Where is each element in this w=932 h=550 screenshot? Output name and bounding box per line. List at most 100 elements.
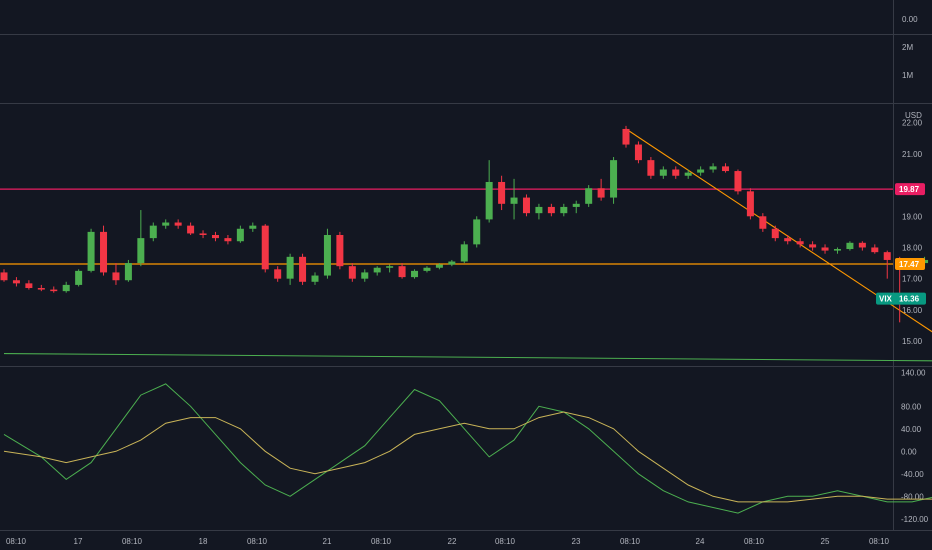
candle-body — [722, 166, 730, 172]
candle-body — [771, 228, 779, 239]
candle-body — [684, 172, 692, 176]
candle-body — [858, 242, 866, 248]
candle-body — [75, 270, 83, 285]
candle-body — [137, 238, 145, 264]
time-axis-label: 23 — [572, 537, 581, 546]
candle-body — [460, 244, 468, 262]
candle-body — [299, 256, 307, 282]
candle-body — [87, 231, 95, 271]
volume-tick-label: 2M — [902, 43, 913, 52]
price-axis-ticks: 15.00 16.00 17.00 18.00 19.00 21.00 22.00 — [902, 119, 923, 346]
candle-body — [746, 191, 754, 217]
candle-body — [50, 289, 58, 292]
candle-body — [398, 266, 406, 278]
last-price-tag — [876, 292, 926, 305]
candle-body — [373, 267, 381, 273]
candle-body — [174, 222, 182, 226]
time-axis-label: 08:10 — [6, 537, 27, 546]
oscillator-lines — [3, 383, 932, 514]
candle-body — [124, 263, 132, 281]
time-axis-label: 22 — [448, 537, 457, 546]
candle-body — [423, 267, 431, 271]
candle-body — [199, 233, 207, 235]
price-pane: USD 15.0016.0017.0018.0019.0021.0022.00 … — [0, 111, 932, 363]
time-axis-label: 08:10 — [495, 537, 516, 546]
candle-body — [572, 203, 580, 207]
candle-body — [610, 160, 618, 198]
time-axis-label: 08:10 — [869, 537, 890, 546]
oscillator-pane: 140.00 80.00 40.00 0.00 -40.00 -80.00 -120.00 — [3, 369, 932, 524]
oscillator-tick-label: 80.00 — [901, 402, 922, 411]
time-axis-label: 25 — [821, 537, 830, 546]
candle-body — [522, 197, 530, 214]
candle-body — [659, 169, 667, 176]
price-tags: 19.87 17.47 VIX 16.36 — [876, 183, 926, 305]
candle-body — [274, 269, 282, 279]
price-tick-label: 16.00 — [902, 306, 923, 315]
price-tick-label: 22.00 — [902, 119, 923, 128]
oscillator-tick-label: -80.00 — [901, 492, 924, 501]
candle-body — [697, 169, 705, 173]
time-axis-label: 08:10 — [122, 537, 143, 546]
time-axis-label: 08:10 — [371, 537, 392, 546]
candle-body — [473, 219, 481, 245]
oscillator-tick-label: 40.00 — [901, 425, 922, 434]
last-price-symbol: VIX — [879, 295, 893, 304]
candle-body — [162, 222, 170, 226]
candle-body — [37, 288, 45, 290]
candle-body — [734, 171, 742, 192]
candle-body — [261, 225, 269, 270]
time-axis-label: 21 — [323, 537, 332, 546]
candle-body — [435, 264, 443, 268]
candle-body — [249, 225, 257, 229]
candle-body — [547, 206, 555, 214]
candle-body — [821, 247, 829, 251]
candle-body — [323, 235, 331, 276]
oscillator-tick-label: 140.00 — [901, 369, 926, 378]
price-tick-label: 19.00 — [902, 212, 923, 221]
volume-tick-label: 0.00 — [902, 15, 918, 24]
time-axis: 08:10 17 08:10 18 08:10 21 08:10 22 08:10 23 08:10… — [6, 537, 890, 546]
candle-body — [535, 206, 543, 214]
volume-pane: 0.00 1M 2M — [902, 15, 918, 80]
candle-body — [510, 197, 518, 204]
candle-body — [560, 206, 568, 214]
candle-body — [846, 242, 854, 250]
candle-body — [784, 238, 792, 242]
price-tick-label: 17.00 — [902, 275, 923, 284]
candle-body — [25, 283, 33, 289]
candle-body — [224, 238, 232, 242]
candle-body — [12, 280, 20, 284]
price-tick-label: 21.00 — [902, 150, 923, 159]
last-price-value: 16.36 — [899, 295, 920, 304]
candle-body — [0, 272, 8, 281]
candle-body — [809, 244, 817, 248]
horizontal-line-tag — [895, 258, 925, 271]
oscillator-tick-label: 0.00 — [901, 447, 917, 456]
candle-body — [883, 252, 891, 260]
time-axis-label: 08:10 — [620, 537, 641, 546]
candle-body — [211, 235, 219, 239]
candle-body — [622, 128, 630, 145]
candle-body — [833, 249, 841, 251]
time-axis-label: 08:10 — [247, 537, 268, 546]
oscillator-tick-label: -120.00 — [901, 515, 929, 524]
candle-body — [498, 181, 506, 204]
oscillator-tick-label: -40.00 — [901, 470, 924, 479]
candle-body — [112, 272, 120, 281]
time-axis-label: 17 — [74, 537, 83, 546]
oscillator-axis-ticks: 140.00 80.00 40.00 0.00 -40.00 -80.00 -120.00 — [901, 369, 929, 524]
candle-body — [871, 247, 879, 253]
candle-body — [236, 228, 244, 242]
price-tick-label: 15.00 — [902, 337, 923, 346]
candle-body — [187, 225, 195, 234]
trendline[interactable] — [3, 352, 932, 363]
candle-body — [411, 270, 419, 278]
time-axis-label: 24 — [696, 537, 705, 546]
candle-body — [796, 241, 804, 245]
candle-body — [386, 266, 394, 268]
candle-body — [361, 272, 369, 279]
candle-body — [286, 256, 294, 279]
